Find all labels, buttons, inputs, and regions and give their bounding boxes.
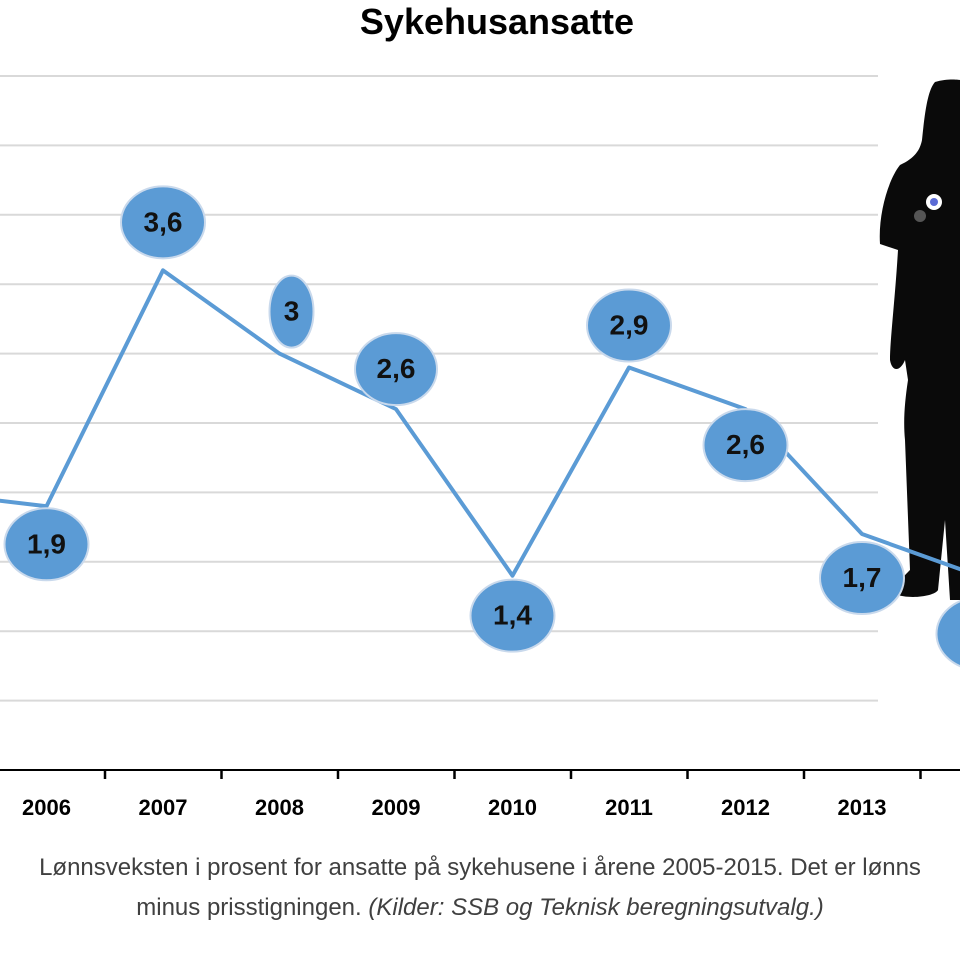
data-label-bubble: 1 <box>935 600 960 668</box>
data-labels: 1,9 3,6 3 2,6 1,4 2,9 2,6 1,7 1 <box>3 185 960 668</box>
data-label: 3 <box>284 296 300 327</box>
caption-text: minus prisstigningen. <box>136 894 362 921</box>
data-label-bubble: 3,6 <box>120 185 206 260</box>
data-label: 2,6 <box>726 429 765 460</box>
x-tick-label: 2009 <box>372 795 421 820</box>
x-tick-label: 2008 <box>255 795 304 820</box>
data-label-ellipse <box>819 541 905 616</box>
data-label-bubble: 2,6 <box>702 408 789 483</box>
data-label-ellipse <box>3 507 90 582</box>
x-axis <box>0 769 960 779</box>
data-label: 1,4 <box>493 600 532 631</box>
x-tick-label: 2007 <box>139 795 188 820</box>
data-label-ellipse <box>586 288 672 363</box>
data-label: 1,9 <box>27 528 66 559</box>
nurse-silhouette-image <box>879 79 960 600</box>
data-label-bubble: 2,9 <box>586 288 672 363</box>
data-label-bubble: 3 <box>268 274 315 349</box>
x-tick-labels: 200620072008200920102011201220132 <box>22 795 887 820</box>
x-tick-label: 2013 <box>838 795 887 820</box>
x-tick-label: 2006 <box>22 795 71 820</box>
silhouette-body <box>879 79 960 600</box>
badge-cross-icon <box>930 198 938 206</box>
chart-title: Sykehusansatte <box>359 1 635 42</box>
data-label-ellipse <box>268 274 315 349</box>
data-label: 2,6 <box>377 353 416 384</box>
caption-line-1: Lønnsveksten i prosent for ansatte på sy… <box>39 854 921 881</box>
data-label: 1,7 <box>843 562 882 593</box>
data-label-ellipse <box>702 408 789 483</box>
data-label-bubble: 2,6 <box>354 332 438 407</box>
series-line <box>0 268 960 578</box>
data-line <box>0 268 960 578</box>
data-label-bubble: 1,9 <box>3 507 90 582</box>
x-tick-label: 2012 <box>721 795 770 820</box>
stethoscope-icon <box>914 210 926 222</box>
data-label-bubble: 1,4 <box>469 578 556 653</box>
data-label: 2,9 <box>610 309 649 340</box>
data-label-bubble: 1,7 <box>819 541 905 616</box>
x-tick-label: 2010 <box>488 795 537 820</box>
caption-source: (Kilder: SSB og Teknisk beregningsutvalg… <box>368 894 824 921</box>
data-label-ellipse <box>935 600 960 668</box>
caption-line-2: minus prisstigningen. (Kilder: SSB og Te… <box>0 892 960 924</box>
data-label: 3,6 <box>144 206 183 237</box>
data-label-ellipse <box>469 578 556 653</box>
data-label-ellipse <box>120 185 206 260</box>
data-label-ellipse <box>354 332 438 407</box>
gridlines <box>0 75 878 702</box>
x-tick-label: 2011 <box>605 795 653 820</box>
